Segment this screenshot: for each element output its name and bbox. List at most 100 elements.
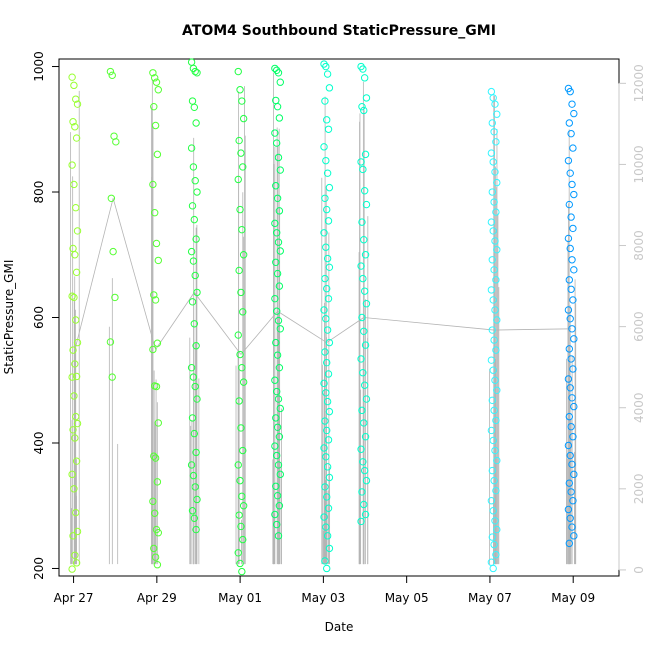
data-point: [188, 298, 197, 306]
x-tick-label: May 03: [301, 591, 345, 605]
data-point: [236, 86, 244, 94]
data-point: [569, 144, 577, 152]
data-point: [320, 229, 328, 237]
data-point: [272, 307, 281, 315]
data-point: [234, 175, 242, 184]
data-point: [239, 251, 248, 259]
data-point: [322, 315, 330, 323]
data-point: [235, 266, 243, 275]
data-point: [190, 103, 199, 112]
plot-frame: [58, 58, 620, 577]
data-point: [189, 257, 198, 265]
data-point: [71, 251, 79, 259]
data-point: [323, 532, 332, 540]
data-point: [568, 325, 576, 333]
data-point: [274, 532, 283, 540]
data-point: [360, 419, 368, 427]
data-point: [323, 358, 331, 367]
data-point: [360, 381, 369, 389]
data-point: [275, 363, 284, 372]
data-point: [192, 342, 200, 350]
data-point: [322, 389, 330, 397]
data-point: [273, 194, 282, 202]
data-point: [491, 376, 499, 384]
data-point: [322, 62, 330, 71]
data-point: [68, 73, 76, 81]
data-point: [276, 78, 284, 86]
data-point: [237, 522, 245, 531]
data-point: [487, 356, 496, 364]
chart-title: ATOM4 Southbound StaticPressure_GMI: [182, 23, 496, 39]
data-point: [357, 262, 365, 270]
data-point: [567, 285, 575, 293]
data-point: [487, 426, 496, 435]
data-point: [323, 493, 331, 501]
data-point: [69, 426, 77, 434]
data-points: [68, 58, 578, 576]
data-point: [193, 395, 201, 403]
data-point: [490, 406, 498, 415]
x-tick-label: May 01: [218, 591, 262, 605]
data-point: [325, 473, 334, 482]
data-point: [152, 78, 161, 86]
data-point: [360, 235, 368, 244]
data-point: [324, 370, 333, 378]
data-point: [488, 326, 496, 334]
data-point: [276, 166, 284, 174]
data-point: [359, 458, 367, 466]
data-point: [72, 559, 81, 567]
data-point: [323, 284, 331, 293]
y-tick-label: 1000: [32, 51, 46, 82]
y2-tick-label: 2000: [632, 474, 646, 505]
data-point: [150, 102, 158, 111]
data-point: [493, 316, 501, 324]
data-point: [322, 156, 330, 165]
data-point: [487, 87, 496, 96]
data-point: [274, 316, 283, 325]
y2-tick-label: 0: [632, 566, 646, 574]
data-point: [154, 529, 162, 537]
data-point: [565, 479, 574, 487]
data-point: [566, 87, 574, 96]
data-point: [236, 205, 244, 214]
data-point: [193, 188, 201, 196]
data-point: [491, 517, 499, 525]
data-point: [111, 293, 119, 302]
data-point: [190, 215, 199, 224]
x-axis: Apr 27 Apr 29 May 01 May 03 May 05 May 07 May …: [54, 575, 595, 605]
data-point: [324, 217, 333, 225]
data-point: [187, 363, 196, 372]
data-point: [275, 502, 284, 510]
x-tick-label: May 05: [385, 591, 429, 605]
data-point: [276, 404, 284, 413]
data-point: [360, 74, 369, 82]
data-point: [71, 551, 79, 559]
data-point: [187, 58, 196, 66]
data-point: [272, 139, 281, 147]
data-point: [493, 525, 501, 534]
data-point: [234, 67, 242, 76]
data-point: [190, 320, 199, 328]
data-point: [236, 350, 244, 359]
data-point: [238, 363, 246, 372]
data-point: [72, 268, 81, 277]
data-point: [188, 202, 197, 210]
data-point: [569, 433, 577, 441]
data-point: [272, 451, 281, 460]
data-point: [489, 296, 497, 304]
data-point: [321, 97, 329, 105]
y-axis-right: 0 2000 4000 6000 8000 10000 12000: [618, 64, 646, 574]
data-point: [570, 532, 578, 540]
data-point: [325, 84, 334, 92]
data-point: [359, 65, 367, 73]
data-point: [566, 384, 574, 392]
data-point: [73, 527, 82, 536]
data-point: [273, 423, 282, 431]
data-point: [271, 294, 279, 303]
data-point: [493, 178, 501, 187]
data-point: [154, 86, 162, 94]
data-point: [568, 100, 576, 108]
data-point: [239, 308, 247, 316]
data-point: [491, 100, 499, 108]
data-point: [323, 463, 332, 471]
